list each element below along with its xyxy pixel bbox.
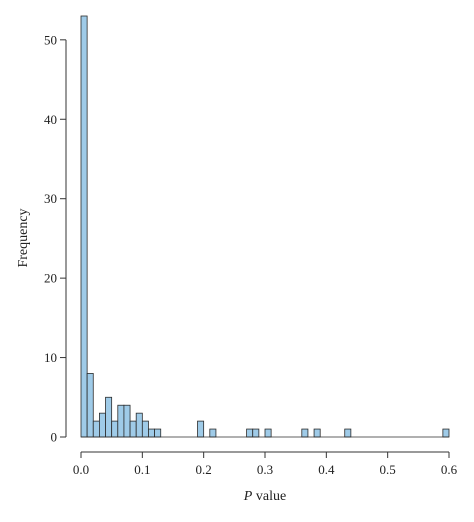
x-tick-label: 0.4: [318, 462, 335, 477]
histogram-bar: [154, 428, 162, 438]
x-tick-label: 0.1: [134, 462, 150, 477]
y-tick-label: 10: [44, 350, 57, 365]
histogram-bar: [313, 428, 321, 438]
histogram-bar: [442, 428, 450, 438]
bars-layer: [80, 15, 450, 438]
x-tick-label: 0.2: [196, 462, 212, 477]
histogram-bar: [105, 396, 113, 438]
histogram-bar: [92, 420, 100, 438]
histogram-bar: [252, 428, 260, 438]
x-axis-title-italic: P: [243, 489, 253, 504]
histogram-bar: [117, 404, 125, 438]
histogram-bar: [209, 428, 217, 438]
histogram-bar: [111, 420, 119, 438]
histogram-bar: [301, 428, 309, 438]
y-tick-label: 0: [51, 430, 58, 445]
histogram-bar: [141, 420, 149, 438]
y-tick-label: 20: [44, 271, 57, 286]
x-tick-label: 0.5: [380, 462, 396, 477]
y-tick-label: 50: [44, 32, 57, 47]
histogram-bar: [123, 404, 131, 438]
x-tick-label: 0.6: [441, 462, 458, 477]
y-tick-label: 30: [44, 191, 57, 206]
histogram-bar: [246, 428, 254, 438]
x-axis: 0.0 0.1 0.2 0.3 0.4 0.5 0.6: [73, 451, 458, 477]
histogram-bar: [99, 412, 106, 438]
histogram-bar: [86, 373, 94, 438]
x-tick-label: 0.3: [257, 462, 273, 477]
histogram-bar: [135, 412, 143, 438]
y-tick-label: 40: [44, 112, 57, 127]
histogram-bar: [264, 428, 272, 438]
histogram-bar: [129, 420, 137, 438]
histogram-bar: [80, 15, 88, 438]
histogram-bar: [344, 428, 352, 438]
x-axis-title: P value: [243, 489, 286, 504]
x-axis-title-rest: value: [252, 489, 286, 504]
y-axis-title: Frequency: [16, 208, 31, 267]
x-tick-label: 0.0: [73, 462, 89, 477]
histogram-bar: [197, 420, 205, 438]
histogram-bar: [148, 428, 156, 438]
y-axis: 0 10 20 30 40 50: [44, 32, 67, 445]
